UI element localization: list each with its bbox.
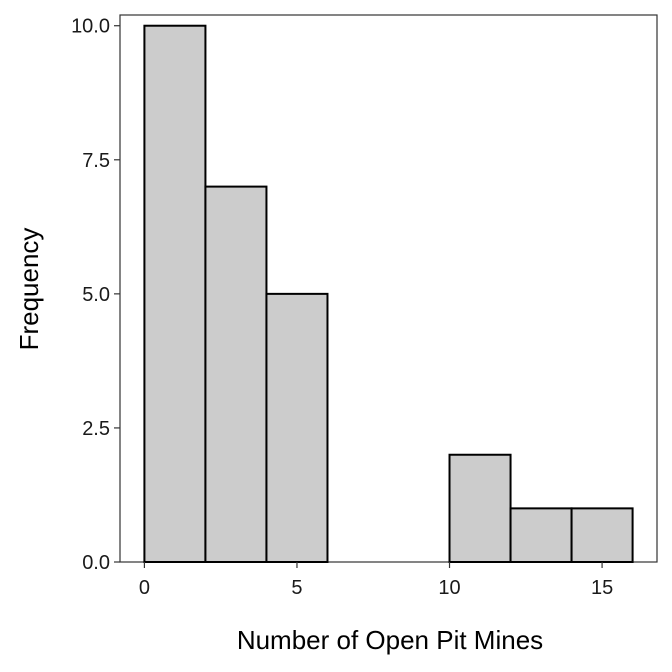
x-axis-title: Number of Open Pit Mines (237, 625, 543, 655)
y-axis-title: Frequency (14, 228, 44, 351)
y-tick-label: 10.0 (71, 16, 110, 38)
histogram-bar (570, 507, 634, 564)
x-tick-label: 15 (591, 577, 613, 599)
y-axis-ticks: 0.0 2.5 5.0 7.5 10.0 (71, 16, 120, 574)
y-tick-label: 5.0 (82, 284, 110, 306)
histogram-bar (509, 507, 573, 564)
x-tick-label: 5 (291, 577, 302, 599)
x-tick-label: 10 (438, 577, 460, 599)
bars-group (143, 24, 634, 564)
x-tick-label: 0 (139, 577, 150, 599)
histogram-bar (448, 453, 512, 563)
histogram-bar (265, 292, 329, 563)
x-axis-ticks: 0 5 10 15 (139, 562, 613, 599)
histogram-bar (143, 24, 207, 564)
y-tick-label: 0.0 (82, 552, 110, 574)
y-tick-label: 2.5 (82, 418, 110, 440)
histogram-bar (204, 185, 268, 563)
y-tick-label: 7.5 (82, 150, 110, 172)
